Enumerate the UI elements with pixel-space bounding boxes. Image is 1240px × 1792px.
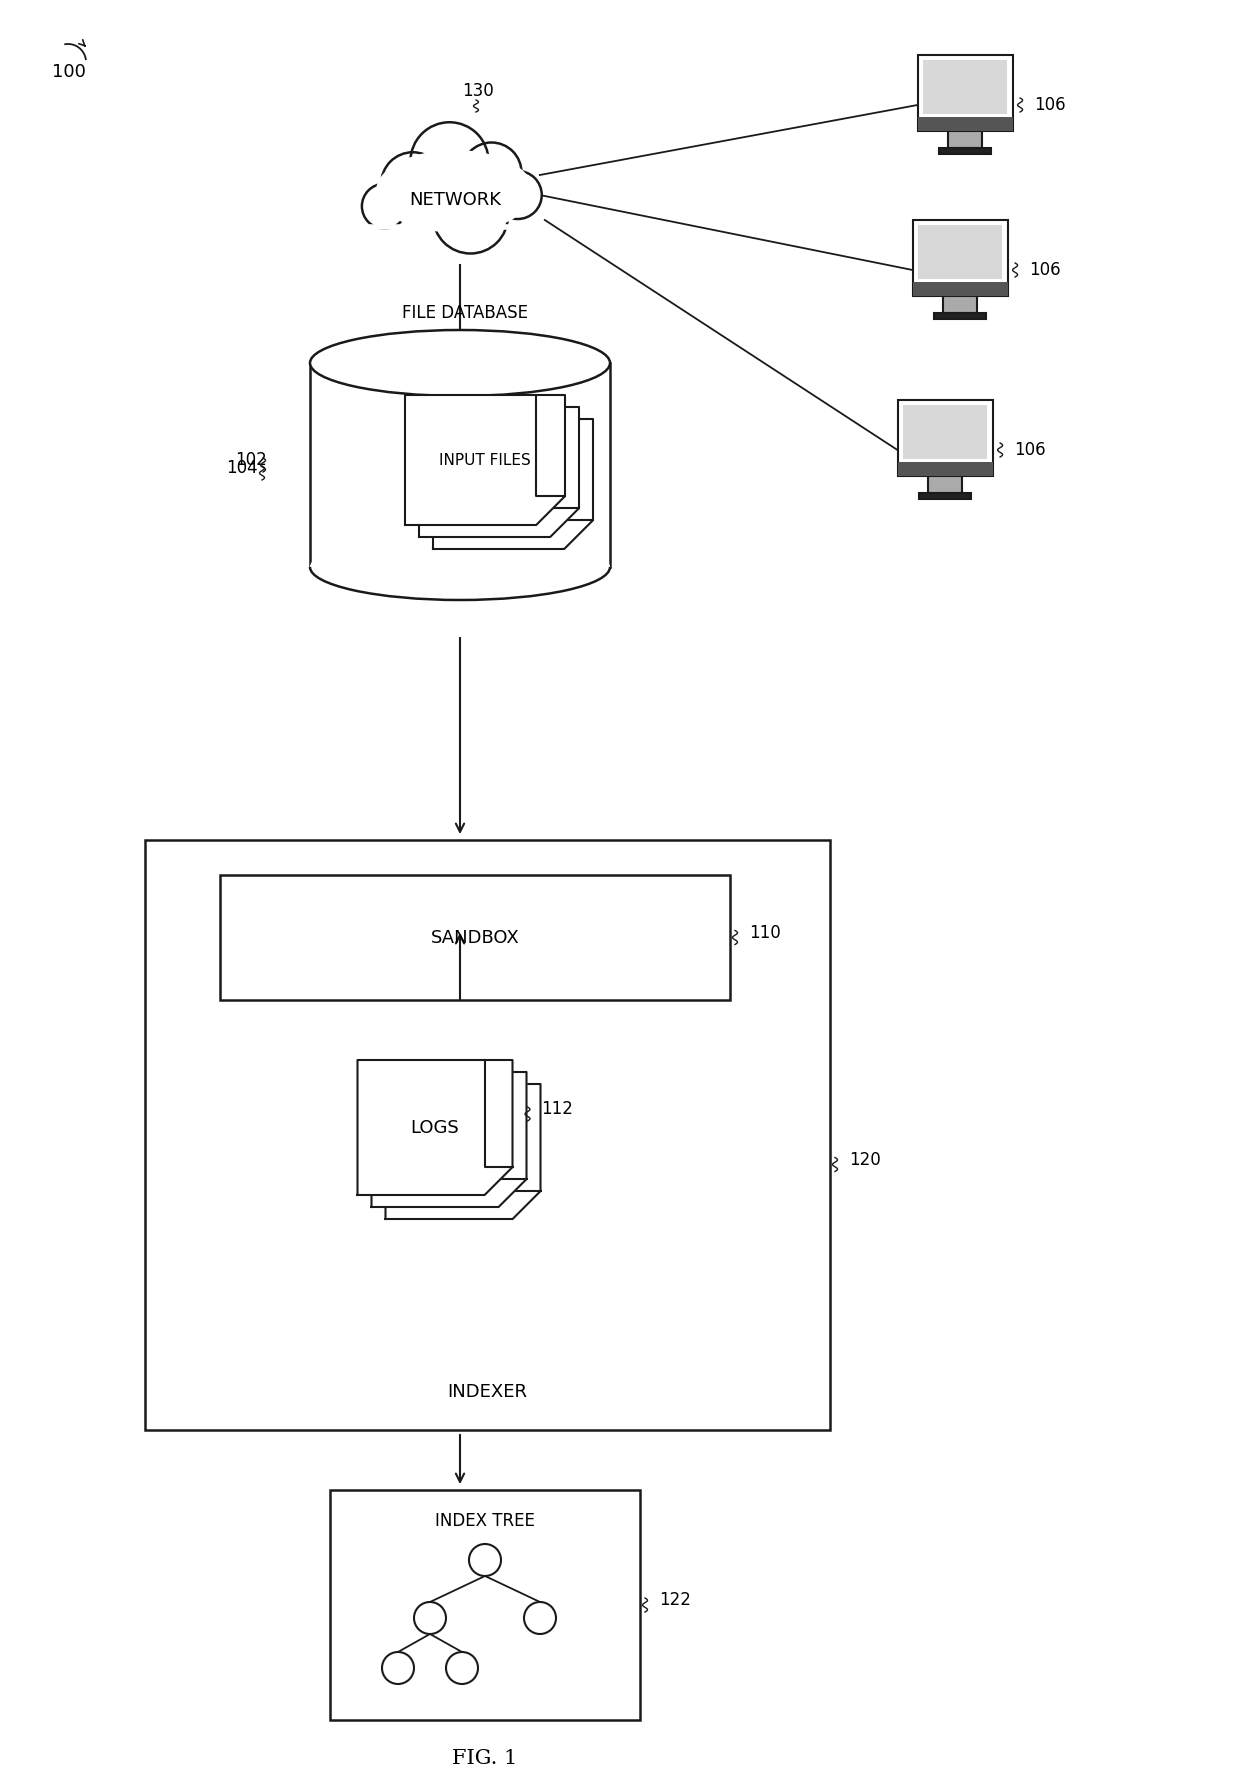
- Bar: [898, 400, 992, 477]
- Text: 102: 102: [236, 452, 267, 470]
- Bar: [918, 224, 1002, 280]
- Text: LOGS: LOGS: [410, 1118, 459, 1136]
- Bar: [919, 493, 971, 498]
- Text: FILE DATABASE: FILE DATABASE: [402, 305, 528, 323]
- Circle shape: [446, 1652, 477, 1684]
- Bar: [310, 364, 610, 566]
- Text: 130: 130: [463, 82, 494, 100]
- Circle shape: [362, 185, 407, 229]
- Text: 112: 112: [542, 1100, 573, 1118]
- Text: 104: 104: [227, 459, 258, 477]
- Circle shape: [461, 143, 522, 202]
- Polygon shape: [419, 407, 579, 538]
- Text: 110: 110: [749, 923, 781, 941]
- Bar: [944, 296, 977, 314]
- Polygon shape: [433, 419, 593, 548]
- Bar: [903, 405, 987, 459]
- Text: NETWORK: NETWORK: [409, 192, 501, 210]
- Polygon shape: [386, 1084, 541, 1219]
- Ellipse shape: [376, 151, 533, 233]
- Circle shape: [494, 170, 542, 219]
- Polygon shape: [372, 1072, 527, 1208]
- Text: INDEXER: INDEXER: [448, 1383, 527, 1401]
- Text: 120: 120: [849, 1150, 880, 1168]
- Circle shape: [433, 179, 508, 253]
- Bar: [330, 1489, 640, 1720]
- Text: 122: 122: [658, 1591, 691, 1609]
- Ellipse shape: [366, 147, 554, 258]
- Circle shape: [381, 152, 444, 215]
- Circle shape: [410, 122, 489, 201]
- Bar: [924, 59, 1007, 115]
- Circle shape: [414, 1602, 446, 1634]
- Bar: [934, 314, 986, 319]
- Ellipse shape: [310, 330, 610, 396]
- Bar: [939, 147, 991, 154]
- Text: 106: 106: [1029, 262, 1060, 280]
- Text: FIG. 1: FIG. 1: [453, 1749, 517, 1767]
- Circle shape: [525, 1602, 556, 1634]
- Bar: [219, 874, 730, 1000]
- Bar: [145, 840, 830, 1430]
- Circle shape: [382, 1652, 414, 1684]
- Text: 106: 106: [1034, 97, 1065, 115]
- Text: SANDBOX: SANDBOX: [430, 928, 520, 946]
- Ellipse shape: [310, 534, 610, 600]
- Circle shape: [469, 1545, 501, 1575]
- Bar: [913, 283, 1007, 296]
- Bar: [949, 131, 982, 147]
- Polygon shape: [357, 1061, 512, 1195]
- Bar: [918, 116, 1013, 131]
- Bar: [918, 56, 1013, 131]
- Polygon shape: [405, 394, 565, 525]
- Bar: [913, 220, 1007, 296]
- Text: INPUT FILES: INPUT FILES: [439, 453, 531, 468]
- Bar: [898, 462, 992, 477]
- Text: INDEX TREE: INDEX TREE: [435, 1512, 534, 1530]
- Text: 100: 100: [52, 63, 86, 81]
- Bar: [929, 477, 962, 493]
- Text: 106: 106: [1014, 441, 1045, 459]
